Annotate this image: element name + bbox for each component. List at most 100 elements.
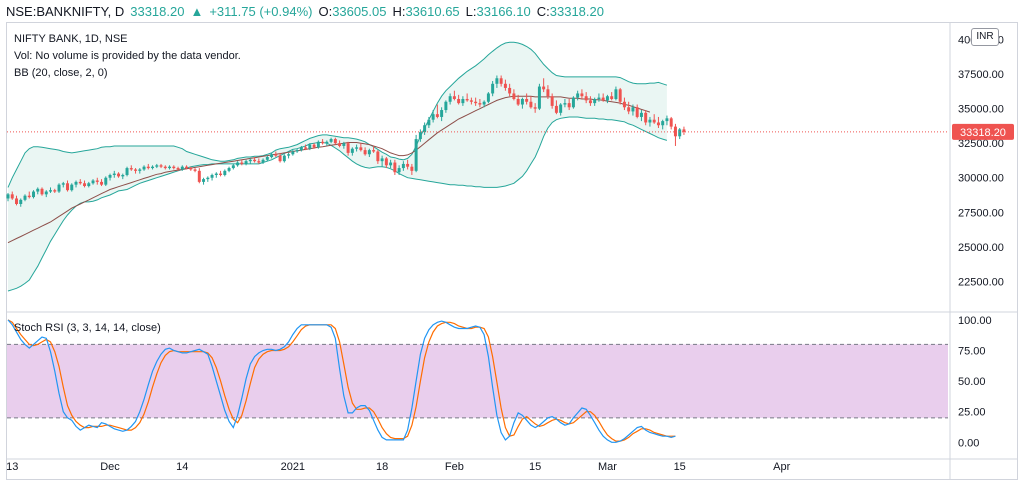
candle-body: [32, 191, 35, 198]
legend-bb: BB (20, close, 2, 0): [14, 67, 108, 79]
candle: [282, 154, 286, 163]
bb-lower-line: [7, 116, 668, 292]
candle: [95, 177, 99, 185]
time-tick-label: 15: [674, 461, 686, 473]
candle: [206, 176, 210, 182]
candle: [610, 92, 614, 101]
candle-body: [248, 159, 252, 162]
candle: [673, 123, 677, 146]
candle: [10, 191, 14, 200]
legend-title: NIFTY BANK, 1D, NSE: [14, 33, 128, 45]
candle: [49, 187, 53, 193]
candle: [202, 177, 206, 185]
candle-body: [389, 162, 393, 166]
candle: [78, 179, 82, 185]
candle: [639, 110, 643, 122]
price-tick-label: 35000.00: [958, 104, 1004, 116]
candle-body: [304, 147, 308, 149]
candle-body: [465, 98, 469, 101]
candle-body: [227, 168, 231, 171]
candle-body: [53, 190, 57, 192]
candle: [406, 159, 410, 170]
candle: [367, 148, 371, 158]
candle: [223, 169, 227, 177]
candle: [176, 166, 180, 171]
candle-body: [486, 93, 490, 102]
candle-body: [61, 183, 65, 185]
candle-body: [214, 173, 218, 175]
candle-body: [503, 83, 507, 88]
candle-body: [36, 188, 40, 192]
candle: [274, 151, 278, 158]
candle: [661, 119, 665, 130]
candle-body: [44, 191, 48, 195]
candle-body: [146, 166, 150, 169]
candle-body: [202, 179, 206, 182]
candle-body: [125, 168, 129, 175]
candle-body: [257, 161, 261, 163]
candle: [448, 93, 452, 105]
candle: [108, 173, 112, 181]
candle: [491, 81, 495, 97]
candle-body: [580, 93, 584, 97]
stoch-rsi-pane: [7, 319, 948, 443]
candle: [87, 181, 91, 188]
candle-body: [129, 168, 133, 170]
candle-body: [525, 98, 529, 102]
candle: [129, 165, 133, 171]
candle: [15, 195, 18, 206]
candle-body: [346, 143, 350, 153]
candle-body: [461, 98, 465, 104]
candle: [444, 100, 448, 113]
candle: [210, 173, 214, 181]
candle: [427, 116, 431, 129]
time-tick-label: 14: [176, 461, 188, 473]
candle-body: [673, 126, 677, 137]
candle: [227, 166, 231, 173]
candle-body: [57, 184, 61, 192]
candle: [333, 137, 337, 145]
candle: [537, 83, 541, 111]
last-price: 33318.20: [130, 3, 185, 19]
candle: [389, 159, 393, 169]
candle-body: [138, 169, 142, 171]
candle-body: [414, 139, 418, 171]
candle-body: [397, 168, 401, 173]
candle: [554, 100, 558, 115]
candle-body: [19, 199, 23, 204]
candle: [36, 187, 40, 195]
candle-body: [639, 112, 643, 117]
candle-body: [376, 151, 380, 162]
candles: [6, 75, 948, 207]
candle-body: [550, 96, 554, 106]
candle-body: [393, 162, 397, 173]
candle: [614, 86, 618, 101]
candle: [100, 179, 104, 187]
candle-body: [431, 114, 435, 120]
grid: [7, 23, 1017, 479]
candle-body: [678, 129, 682, 137]
candle: [542, 78, 546, 93]
candle-body: [274, 154, 278, 156]
stoch-band: [7, 344, 948, 418]
price-tick-label: 32500.00: [958, 138, 1004, 150]
candle: [142, 165, 146, 171]
candle-body: [100, 181, 104, 185]
candle-body: [610, 96, 614, 99]
stoch-tick-label: 75.00: [958, 346, 986, 358]
candle: [261, 158, 265, 164]
candle: [682, 126, 686, 135]
candle: [474, 97, 478, 106]
up-arrow-icon: ▲: [190, 3, 204, 19]
candle-body: [516, 98, 520, 105]
bb-fill: [8, 42, 667, 291]
candle: [580, 89, 584, 99]
currency-button[interactable]: INR: [971, 28, 999, 46]
candle: [376, 150, 380, 164]
candle: [172, 165, 176, 170]
candle: [423, 122, 427, 135]
candle-body: [669, 118, 673, 127]
symbol-label[interactable]: NSE:BANKNIFTY, D: [6, 3, 125, 19]
candle-body: [312, 144, 316, 148]
